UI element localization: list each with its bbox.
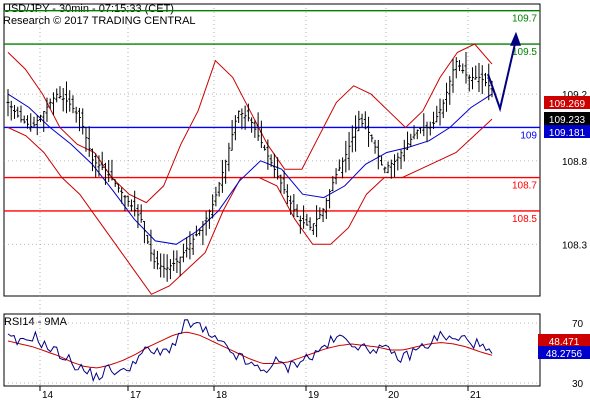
price-tag-last (544, 112, 590, 125)
y-tick-label: 109.2 (562, 90, 587, 101)
projection-arrow-line (487, 43, 516, 113)
level-label-resistance: 109.7 (512, 14, 537, 25)
rsi-y-tick-label: 30 (572, 379, 584, 390)
y-tick-label: 108.3 (562, 240, 587, 251)
price-panel: 109.2108.8108.3109.9109.7109.5109108.710… (3, 3, 590, 385)
price-tag-label-bollinger: 109.269 (549, 99, 586, 110)
rsi-tag-label-rsi_ma: 48.471 (549, 337, 580, 348)
bollinger-upper (7, 43, 493, 204)
rsi-ma-line (7, 331, 493, 369)
price-tag-label-last: 109.233 (549, 115, 586, 126)
price-tag-moving_average (544, 125, 590, 138)
projection-arrow-head (510, 31, 521, 46)
price-panel-frame (3, 3, 541, 297)
x-axis: 14 17 18 19 20 21 (39, 386, 482, 400)
price-bars (6, 51, 494, 282)
level-label-pivot: 109 (520, 130, 537, 141)
y-tick-label: 108.8 (562, 157, 587, 168)
level-label-support: 108.5 (512, 214, 537, 225)
x-tick-label: 17 (130, 390, 142, 400)
level-label-support: 108.7 (512, 181, 537, 192)
rsi-tag-rsi_ma (538, 334, 590, 347)
x-tick-label: 20 (388, 390, 400, 400)
level-label-resistance: 109.5 (512, 47, 537, 58)
chart-title: USD/JPY - 30min - 07:15:33 (CET) (3, 3, 174, 15)
chart-copyright: Research © 2017 TRADING CENTRAL (3, 15, 196, 27)
moving-average-line (7, 93, 493, 245)
rsi-y-tick-label: 70 (572, 319, 584, 330)
x-tick-label: 18 (216, 390, 228, 400)
rsi-tag-rsi (538, 346, 590, 359)
price-tag-bollinger (544, 96, 590, 109)
rsi-tag-label-rsi: 48.2756 (546, 349, 583, 360)
x-tick-label: 21 (470, 390, 482, 400)
rsi-title: RSI14 - 9MA (4, 316, 68, 328)
price-tag-label-moving_average: 109.181 (549, 128, 586, 139)
x-tick-label: 14 (42, 390, 54, 400)
x-tick-label: 19 (308, 390, 320, 400)
rsi-line (7, 319, 493, 383)
bollinger-lower (7, 118, 493, 295)
